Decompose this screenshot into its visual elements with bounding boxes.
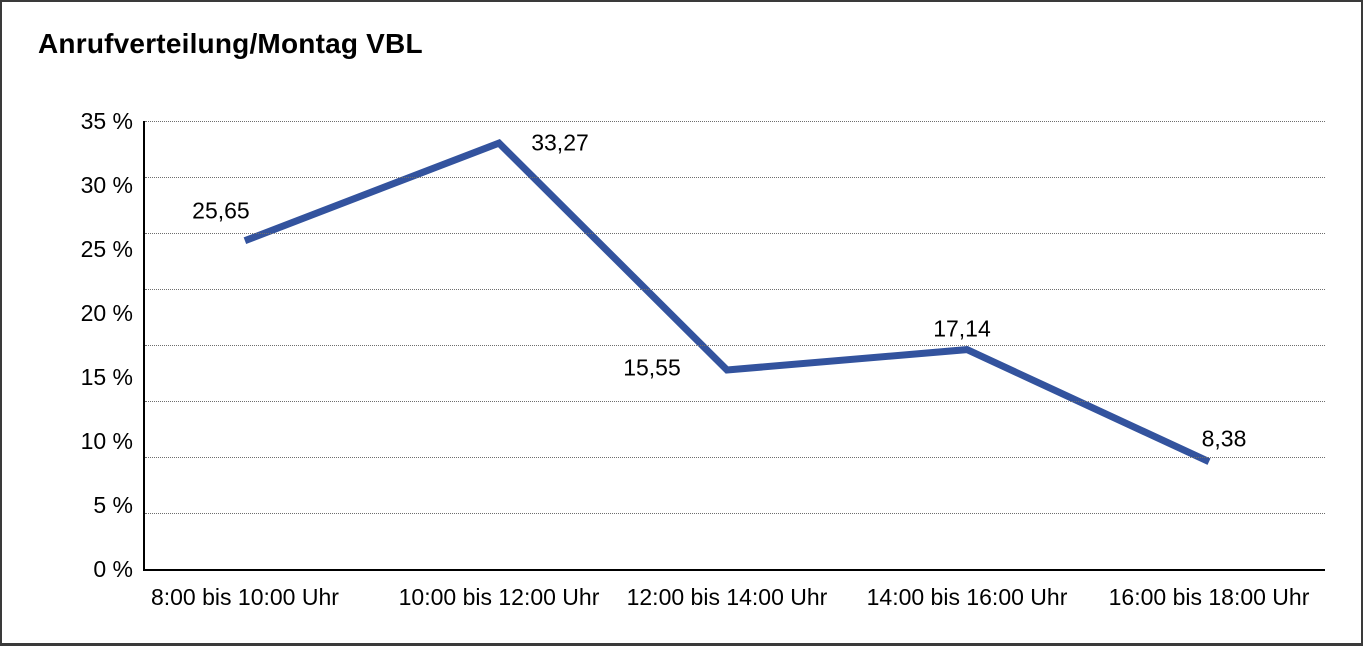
y-tick-label: 5 %: [93, 492, 133, 518]
y-tick-label: 0 %: [93, 556, 133, 582]
y-tick-label: 10 %: [80, 428, 133, 454]
value-label: 33,27: [531, 129, 589, 156]
plot-area: [143, 120, 1325, 571]
chart-title: Anrufverteilung/Montag VBL: [38, 28, 423, 59]
value-label: 17,14: [933, 315, 991, 342]
gridline: [145, 344, 1325, 346]
data-line-series: [243, 139, 1211, 465]
x-tick-label: 16:00 bis 18:00 Uhr: [1108, 584, 1310, 610]
y-tick-label: 20 %: [80, 300, 133, 326]
gridline: [145, 288, 1325, 290]
x-tick-label: 8:00 bis 10:00 Uhr: [150, 584, 339, 610]
value-label: 8,38: [1201, 425, 1247, 452]
gridline: [145, 456, 1325, 458]
gridline: [145, 512, 1325, 514]
gridline: [145, 176, 1325, 178]
value-label: 15,55: [623, 354, 681, 381]
y-tick-label: 30 %: [80, 172, 133, 198]
x-tick-label: 10:00 bis 12:00 Uhr: [398, 584, 600, 610]
x-tick-label: 12:00 bis 14:00 Uhr: [626, 584, 828, 610]
line-chart-svg: [243, 139, 1211, 465]
gridline: [145, 120, 1325, 122]
y-tick-label: 35 %: [80, 108, 133, 134]
y-tick-label: 15 %: [80, 364, 133, 390]
gridline: [145, 400, 1325, 402]
y-tick-label: 25 %: [80, 236, 133, 262]
gridline: [145, 232, 1325, 234]
x-tick-label: 14:00 bis 16:00 Uhr: [866, 584, 1068, 610]
value-label: 25,65: [192, 197, 250, 224]
